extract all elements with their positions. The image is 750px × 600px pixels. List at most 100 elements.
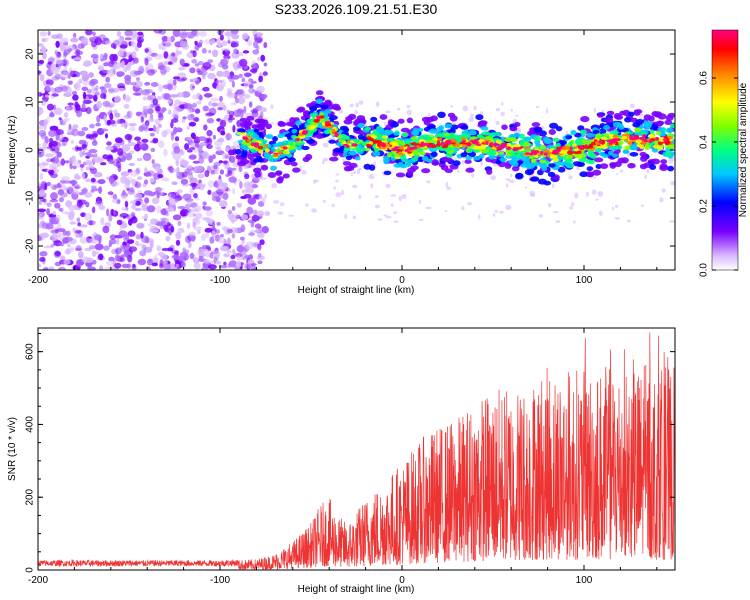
noise-blob xyxy=(252,49,260,55)
noise-blob xyxy=(136,77,140,81)
noise-blob xyxy=(163,148,168,157)
signal-blob xyxy=(665,127,674,134)
noise-blob xyxy=(212,81,218,89)
signal-blob xyxy=(343,146,351,152)
noise-blob xyxy=(173,103,178,111)
signal-blob xyxy=(501,124,508,130)
noise-blob xyxy=(263,62,268,67)
noise-blob xyxy=(50,111,54,117)
noise-blob xyxy=(179,210,187,217)
noise-blob xyxy=(173,146,181,154)
noise-blob xyxy=(569,206,574,210)
signal-blob xyxy=(237,161,247,167)
noise-blob xyxy=(243,105,247,114)
noise-blob xyxy=(222,246,230,252)
noise-blob xyxy=(98,66,105,71)
noise-blob xyxy=(248,254,253,260)
signal-blob xyxy=(314,103,322,108)
signal-blob xyxy=(357,122,365,128)
signal-blob xyxy=(515,173,524,180)
signal-blob xyxy=(495,146,501,149)
signal-blob xyxy=(445,139,452,143)
noise-blob xyxy=(186,136,193,141)
noise-blob xyxy=(137,31,144,36)
noise-blob xyxy=(82,91,87,100)
noise-blob xyxy=(206,112,215,116)
noise-blob xyxy=(214,170,218,174)
noise-blob xyxy=(235,214,241,219)
signal-blob xyxy=(386,151,393,158)
noise-blob xyxy=(192,222,196,228)
noise-blob xyxy=(178,50,182,55)
signal-blob xyxy=(523,160,531,166)
noise-blob xyxy=(191,30,198,37)
signal-blob xyxy=(543,180,552,186)
noise-blob xyxy=(248,83,254,89)
signal-blob xyxy=(425,116,435,123)
signal-blob xyxy=(579,171,589,178)
signal-blob xyxy=(597,113,604,118)
signal-blob xyxy=(277,150,283,155)
noise-blob xyxy=(209,236,215,244)
signal-blob xyxy=(315,115,321,119)
noise-blob xyxy=(115,137,123,144)
noise-blob xyxy=(211,230,216,239)
noise-blob xyxy=(506,183,509,188)
noise-blob xyxy=(390,194,397,197)
snr-panel: -200 -100 0 100 0 200 400 600 Height of straigh… xyxy=(7,327,676,595)
noise-blob xyxy=(277,211,284,215)
noise-blob xyxy=(109,234,117,240)
noise-blob xyxy=(241,78,245,83)
noise-blob xyxy=(38,182,42,187)
noise-blob xyxy=(222,160,229,164)
noise-blob xyxy=(141,123,149,130)
noise-blob xyxy=(180,158,186,164)
signal-blob xyxy=(467,147,473,153)
y-tick-label: 0 xyxy=(25,567,36,573)
noise-blob xyxy=(90,53,99,59)
noise-blob xyxy=(46,103,54,111)
noise-blob xyxy=(210,97,219,102)
signal-blob xyxy=(400,127,410,133)
signal-blob xyxy=(549,122,559,129)
noise-blob xyxy=(178,255,184,262)
signal-blob xyxy=(667,165,675,172)
signal-blob xyxy=(353,138,360,143)
noise-blob xyxy=(116,71,125,77)
noise-blob xyxy=(190,132,196,140)
noise-blob xyxy=(219,265,228,269)
noise-blob xyxy=(109,112,114,121)
signal-blob xyxy=(530,176,540,182)
noise-blob xyxy=(193,205,202,213)
noise-blob xyxy=(170,35,176,43)
noise-blob xyxy=(446,186,452,190)
noise-blob xyxy=(185,235,191,243)
noise-blob xyxy=(595,198,599,201)
noise-blob xyxy=(84,212,93,221)
noise-blob xyxy=(102,154,109,160)
noise-blob xyxy=(96,100,102,109)
noise-blob xyxy=(210,39,216,44)
signal-blob xyxy=(612,134,619,139)
snr-frame xyxy=(37,327,676,571)
signal-blob xyxy=(655,131,662,136)
noise-blob xyxy=(104,133,109,139)
noise-blob xyxy=(53,107,63,116)
noise-blob xyxy=(137,176,143,180)
noise-blob xyxy=(157,140,165,149)
noise-blob xyxy=(39,257,46,262)
noise-blob xyxy=(105,145,114,151)
noise-blob xyxy=(67,80,73,85)
noise-blob xyxy=(82,61,91,67)
noise-blob xyxy=(261,177,267,181)
noise-blob xyxy=(226,87,233,94)
noise-blob xyxy=(88,72,94,78)
noise-blob xyxy=(174,51,180,57)
noise-blob xyxy=(149,229,159,233)
signal-blob xyxy=(504,149,512,154)
noise-blob xyxy=(258,195,263,200)
noise-blob xyxy=(119,44,128,49)
noise-blob xyxy=(134,207,142,212)
noise-blob xyxy=(585,191,589,198)
noise-blob xyxy=(45,94,49,98)
